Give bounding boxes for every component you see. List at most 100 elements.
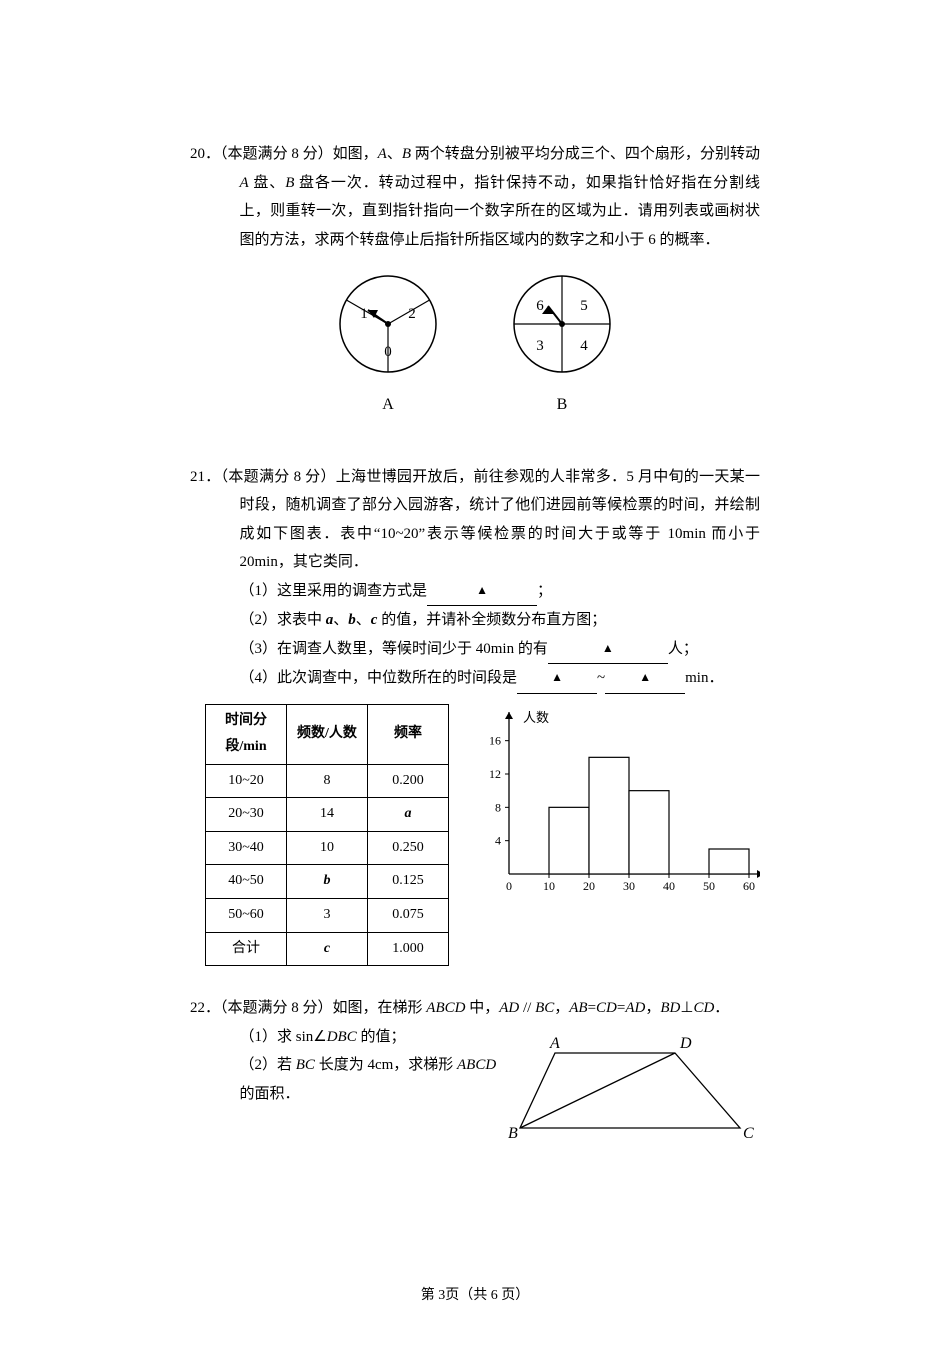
spinner-b-5: 5 [580,298,588,314]
spinner-b: 5 6 3 4 B [497,264,627,424]
q21-sub4-mid: ~ [597,670,605,686]
table-row: 20~3014a [206,798,449,832]
q20-t2b: 盘各一次．转动过程中，指针保持不动，如果指针恰好指在分割线上，则重转一次，直到指… [240,175,761,248]
q22-c2: ， [645,1000,660,1016]
table-cell: b [287,865,368,899]
fig-A: A [549,1035,560,1052]
q21-sub2-pre: （2）求表中 [240,612,326,628]
table-row: 10~2080.200 [206,764,449,798]
q22-m1: 中， [465,1000,499,1016]
table-cell: 合计 [206,932,287,966]
svg-text:人数: 人数 [523,710,549,725]
q20-number: 20． [190,146,220,162]
spinner-figures: 2 1 0 A 5 6 3 4 [190,264,760,435]
spinner-a-1: 1 [360,306,368,322]
q22-ab: AB [569,1000,587,1016]
spinner-b-3: 3 [536,338,544,354]
q22-cd2: CD [693,1000,714,1016]
spinner-b-4: 4 [580,338,588,354]
q20-sep1: 、 [387,146,402,162]
q21-sub3-post: 人； [668,641,698,657]
q20-A: A [378,146,387,162]
spinner-a: 2 1 0 A [323,264,453,424]
q21-sub4-post: min． [685,670,723,686]
table-header-cell: 频数/人数 [287,704,368,764]
q22-par: // [519,1000,535,1016]
q22-ad: AD [499,1000,519,1016]
svg-text:4: 4 [495,833,501,847]
footer-post: 页） [498,1288,530,1303]
q21-sub4-pre: （4）此次调查中，中位数所在的时间段是 [240,670,518,686]
q22-sub1: （1）求 sin∠DBC 的值； [190,1023,500,1052]
q20-B2: B [285,175,294,191]
fig-C: C [743,1125,754,1142]
svg-text:12: 12 [489,767,501,781]
spinner-a-2: 2 [408,306,416,322]
q22-bc2: BC [296,1057,315,1073]
svg-text:40: 40 [663,879,675,893]
table-row: 40~50b0.125 [206,865,449,899]
q22-s1-pre: （1）求 sin∠ [240,1029,327,1045]
q22-c1: ， [554,1000,569,1016]
svg-text:10: 10 [543,879,555,893]
svg-text:50: 50 [703,879,715,893]
q21-sub1-pre: （1）这里采用的调查方式是 [240,583,428,599]
svg-text:20: 20 [583,879,595,893]
q22-abcd2: ABCD [457,1057,496,1073]
table-header-cell: 频率 [368,704,449,764]
q21-sub1: （1）这里采用的调查方式是； [190,577,760,607]
page-footer: 第 3页（共 6 页） [190,1283,760,1310]
table-cell: 10 [287,831,368,865]
histogram-chart: 4812160102030405060人数等候时间（min） [469,704,760,904]
q22-pre: （本题满分 8 分）如图，在梯形 [220,1000,426,1016]
fig-D: D [679,1035,692,1052]
trapezoid-figure: A D B C [500,1023,760,1153]
table-cell: 1.000 [368,932,449,966]
q22-s2-post: 的面积． [240,1086,300,1102]
q21-sub2: （2）求表中 a、b、c 的值，并请补全频数分布直方图； [190,606,760,635]
problem-22: 22．（本题满分 8 分）如图，在梯形 ABCD 中，AD // BC，AB=C… [190,994,760,1163]
table-cell: 0.250 [368,831,449,865]
table-cell: 0.200 [368,764,449,798]
svg-text:0: 0 [506,879,512,893]
q20-A2: A [240,175,249,191]
footer-mid: 页（共 [445,1288,491,1303]
q21-text: （本题满分 8 分）上海世博园开放后，前往参观的人非常多．5 月中旬的一天某一时… [221,469,760,571]
blank-1 [427,577,537,607]
svg-text:30: 30 [623,879,635,893]
blank-4a [517,664,597,694]
q21-sub3: （3）在调查人数里，等候时间少于 40min 的有人； [190,635,760,665]
q22-subitems: （1）求 sin∠DBC 的值； （2）若 BC 长度为 4cm，求梯形 ABC… [190,1023,500,1109]
table-header-cell: 时间分段/min [206,704,287,764]
q21-b: b [348,612,356,628]
frequency-table: 时间分段/min频数/人数频率 10~2080.20020~3014a30~40… [205,704,449,967]
q22-number: 22． [190,1000,220,1016]
table-row: 合计c1.000 [206,932,449,966]
svg-text:8: 8 [495,800,501,814]
q22-period: ． [714,1000,729,1016]
table-cell: 50~60 [206,899,287,933]
table-cell: 40~50 [206,865,287,899]
q20-t1: （本题满分 8 分）如图， [220,146,378,162]
q21-sub2-m2: 、 [356,612,371,628]
q20-B: B [402,146,411,162]
table-cell: 30~40 [206,831,287,865]
problem-20: 20．（本题满分 8 分）如图，A、B 两个转盘分别被平均分成三个、四个扇形，分… [190,140,760,435]
footer-total: 6 [491,1288,498,1303]
q22-sub2: （2）若 BC 长度为 4cm，求梯形 ABCD 的面积． [190,1051,500,1108]
q22-abcd: ABCD [426,1000,465,1016]
q21-sub4: （4）此次调查中，中位数所在的时间段是 ~ min． [190,664,760,694]
svg-text:16: 16 [489,733,501,747]
q22-bc: BC [535,1000,554,1016]
spinner-a-label: A [382,396,394,413]
q22-dbc: DBC [327,1029,357,1045]
q22-bd: BD [660,1000,680,1016]
spinner-b-6: 6 [536,298,544,314]
page: 20．（本题满分 8 分）如图，A、B 两个转盘分别被平均分成三个、四个扇形，分… [95,0,855,1370]
table-cell: 3 [287,899,368,933]
q21-sub2-post: 的值，并请补全频数分布直方图； [377,612,606,628]
problem-21: 21．（本题满分 8 分）上海世博园开放后，前往参观的人非常多．5 月中旬的一天… [190,463,760,967]
q22-body: （1）求 sin∠DBC 的值； （2）若 BC 长度为 4cm，求梯形 ABC… [190,1023,760,1164]
blank-4b [605,664,685,694]
problem-22-text: 22．（本题满分 8 分）如图，在梯形 ABCD 中，AD // BC，AB=C… [190,994,760,1023]
